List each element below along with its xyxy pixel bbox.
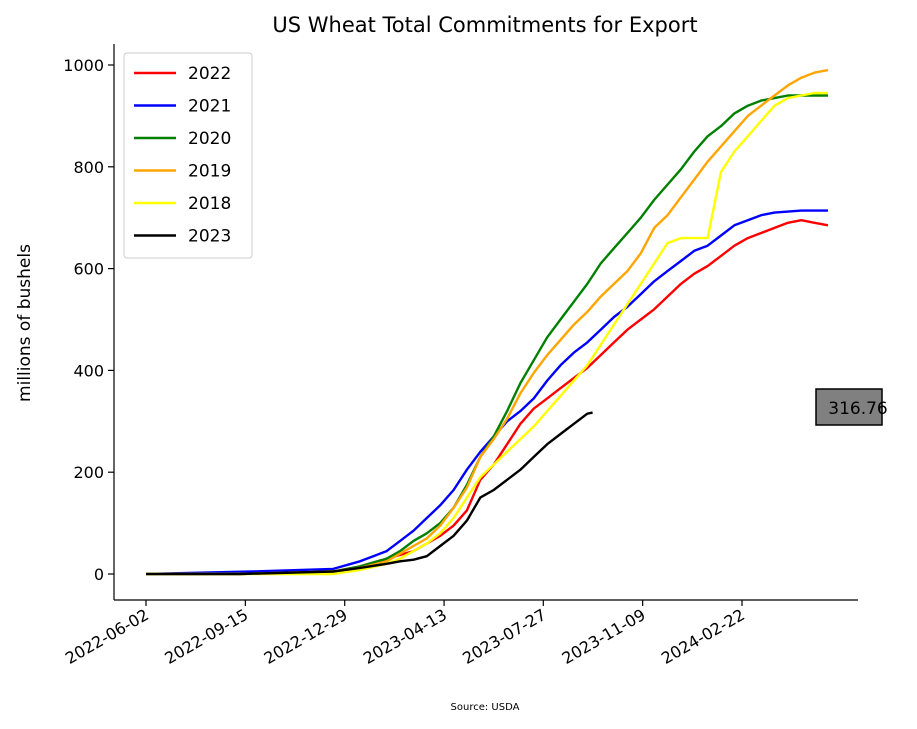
y-tick-label: 0 (94, 565, 104, 584)
legend-label-2020: 2020 (188, 129, 231, 149)
x-tick-label: 2023-07-27 (459, 605, 549, 668)
legend-label-2018: 2018 (188, 194, 231, 214)
y-tick-label: 600 (73, 260, 104, 279)
x-tick-label: 2022-12-29 (261, 605, 351, 668)
y-tick-label: 1000 (63, 56, 104, 75)
series-line-2019 (146, 68, 829, 576)
source-note: Source: USDA (451, 702, 520, 713)
legend: 2022 2021 2020 2019 2018 2023 (123, 52, 253, 259)
y-tick-label: 800 (73, 158, 104, 177)
series-line-2023 (146, 411, 593, 576)
legend-box (123, 52, 253, 259)
y-tick-label: 200 (73, 463, 104, 482)
y-tick-label: 400 (73, 361, 104, 380)
value-callout: 316.76 (815, 388, 888, 426)
series-line-2020 (146, 94, 828, 576)
x-tick-label: 2022-06-02 (62, 605, 152, 668)
callout-label: 316.76 (828, 399, 887, 419)
legend-label-2021: 2021 (188, 97, 231, 117)
series-line-2021 (145, 209, 828, 576)
x-tick-label: 2022-09-15 (161, 605, 251, 668)
series-line-2022 (146, 219, 829, 576)
x-tick-label: 2023-11-09 (559, 605, 649, 668)
series-line-2018 (146, 91, 828, 576)
x-tick-label: 2024-02-22 (658, 605, 748, 668)
legend-label-2023: 2023 (188, 227, 231, 247)
y-axis-label: millions of bushels (15, 244, 35, 402)
chart-title: US Wheat Total Commitments for Export (272, 13, 697, 37)
legend-label-2022: 2022 (188, 64, 231, 84)
series-layer (145, 68, 829, 576)
callout-box (815, 388, 883, 426)
x-tick-label: 2023-04-13 (360, 605, 450, 668)
legend-label-2019: 2019 (188, 162, 231, 182)
